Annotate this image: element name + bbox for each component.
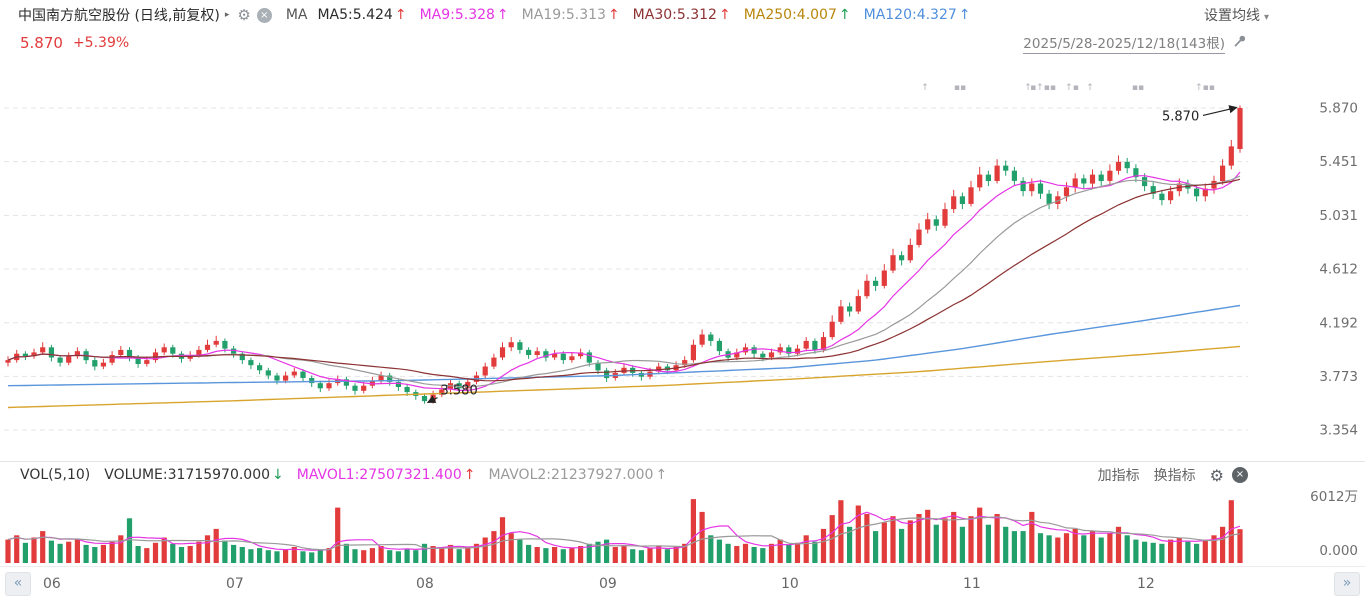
signal-markers: ↑ ▪▪ ↑▪↑▪▪ ↑▪ ↑ ▪▪ ↑▪▪	[921, 83, 1215, 93]
svg-text:↑▪▪: ↑▪▪	[1195, 83, 1215, 93]
svg-text:4.192: 4.192	[1319, 315, 1358, 331]
scroll-left-button[interactable]: «	[5, 572, 31, 596]
x-axis-month-label: 12	[1137, 576, 1155, 592]
svg-text:5.031: 5.031	[1319, 208, 1358, 224]
volume-indicator-value: MAVOL2:21237927.000 ↑	[488, 467, 668, 483]
ma-values: MA5:5.424 ↑ MA9:5.328 ↑ MA19:5.313 ↑ MA30:5.31…	[317, 7, 983, 23]
x-axis-month-label: 07	[226, 576, 244, 592]
x-axis-month-label: 11	[963, 576, 981, 592]
trend-arrow-icon: ↑	[838, 7, 851, 23]
volume-axis-labels: 6012万 0.000	[1310, 489, 1358, 559]
trend-arrow-icon: ↑	[463, 467, 476, 483]
indicator-close-icon[interactable]: ×	[1232, 467, 1248, 483]
x-axis: « 06 07 08 09 10 11 12 »	[0, 567, 1365, 603]
volume-indicator-value: MAVOL1:27507321.400 ↑	[296, 467, 476, 483]
mavol-lines-layer	[7, 511, 1241, 551]
candles-layer	[5, 105, 1243, 404]
symbol-title[interactable]: 中国南方航空股份 (日线,前复权)	[18, 8, 220, 24]
svg-text:5.451: 5.451	[1319, 154, 1358, 170]
svg-text:5.870: 5.870	[1319, 101, 1358, 117]
ma-indicator-value: MA30:5.312 ↑	[632, 7, 731, 23]
svg-text:↑: ↑	[1024, 83, 1032, 93]
svg-text:3.580: 3.580	[441, 384, 478, 399]
svg-text:↑▪: ↑▪	[1065, 83, 1079, 93]
indicator-gear-icon[interactable]: ⚙	[1209, 465, 1224, 485]
ma-indicator-value: MA9:5.328 ↑	[419, 7, 509, 23]
svg-text:3.354: 3.354	[1319, 423, 1358, 439]
svg-text:6012万: 6012万	[1310, 489, 1358, 505]
volume-indicator-value: VOLUME:31715970.000 ↓	[104, 467, 284, 483]
trend-arrow-icon: ↑	[718, 7, 731, 23]
svg-text:↑: ↑	[921, 83, 929, 93]
volume-values: VOLUME:31715970.000 ↓ MAVOL1:27507321.400 ↑…	[104, 467, 680, 483]
ma-indicator-value: MA120:4.327 ↑	[863, 7, 971, 23]
svg-text:▪▪: ▪▪	[954, 83, 966, 93]
ma-indicator-value: MA5:5.424 ↑	[317, 7, 407, 23]
price-subbar: 5.870 +5.39% 2025/5/28-2025/12/18(143根)	[0, 30, 1365, 56]
trend-arrow-icon: ↑	[958, 7, 971, 23]
svg-text:3.773: 3.773	[1319, 369, 1358, 385]
ma-lines-layer	[7, 171, 1241, 409]
svg-text:4.612: 4.612	[1319, 262, 1358, 278]
svg-text:5.870: 5.870	[1162, 109, 1199, 124]
vol-indicator-label[interactable]: VOL(5,10)	[20, 467, 91, 483]
volume-chart[interactable]: 6012万 0.000	[0, 489, 1365, 567]
ma-group-label: MA	[285, 7, 308, 23]
x-axis-month-label: 09	[599, 576, 617, 592]
price-change-percent: +5.39%	[72, 35, 130, 51]
svg-text:▪↑▪▪: ▪↑▪▪	[1030, 83, 1056, 93]
svg-text:0.000: 0.000	[1319, 543, 1358, 559]
last-price: 5.870	[20, 34, 63, 52]
ma-settings-label: 设置均线	[1203, 8, 1260, 24]
svg-text:▪▪: ▪▪	[1132, 83, 1144, 93]
x-axis-month-label: 06	[43, 576, 61, 592]
pin-icon[interactable]	[1232, 34, 1247, 53]
axis-divider	[0, 566, 1365, 567]
trend-arrow-icon: ↑	[496, 7, 509, 23]
annotations-layer: 5.870 3.580	[426, 105, 1238, 404]
main-toolbar: 中国南方航空股份 (日线,前复权) ▸ ⚙ × MA MA5:5.424 ↑ MA9…	[0, 0, 1365, 30]
x-axis-month-label: 08	[416, 576, 434, 592]
gridlines: 5.870 5.451 5.031 4.612 4.192 3.773 3.354	[4, 101, 1358, 439]
scroll-right-button[interactable]: »	[1334, 572, 1360, 596]
volume-bars-layer	[5, 499, 1243, 563]
volume-toolbar-right: 加指标 换指标 ⚙ ×	[1098, 465, 1248, 485]
x-axis-month-label: 10	[781, 576, 799, 592]
close-icon[interactable]: ×	[256, 7, 272, 23]
panel-divider	[0, 461, 1365, 462]
volume-toolbar: VOL(5,10) VOLUME:31715970.000 ↓ MAVOL1:275…	[0, 462, 1365, 488]
chevron-down-icon: ▾	[1263, 12, 1269, 23]
trend-arrow-icon: ↑	[394, 7, 407, 23]
svg-text:↑: ↑	[1086, 83, 1094, 93]
ma-indicator-value: MA250:4.007 ↑	[743, 7, 851, 23]
gear-icon[interactable]: ⚙	[237, 6, 251, 24]
trend-arrow-icon: ↑	[655, 467, 668, 483]
ma-settings-button[interactable]: 设置均线 ▾	[1204, 5, 1269, 25]
symbol-caret-icon[interactable]: ▸	[224, 10, 230, 20]
ma-indicator-value: MA19:5.313 ↑	[521, 7, 620, 23]
add-indicator-button[interactable]: 加指标	[1097, 468, 1140, 484]
switch-indicator-button[interactable]: 换指标	[1153, 468, 1196, 484]
date-range-button[interactable]: 2025/5/28-2025/12/18(143根)	[1023, 32, 1225, 54]
trend-arrow-icon: ↑	[607, 7, 620, 23]
trend-arrow-icon: ↓	[272, 467, 284, 483]
